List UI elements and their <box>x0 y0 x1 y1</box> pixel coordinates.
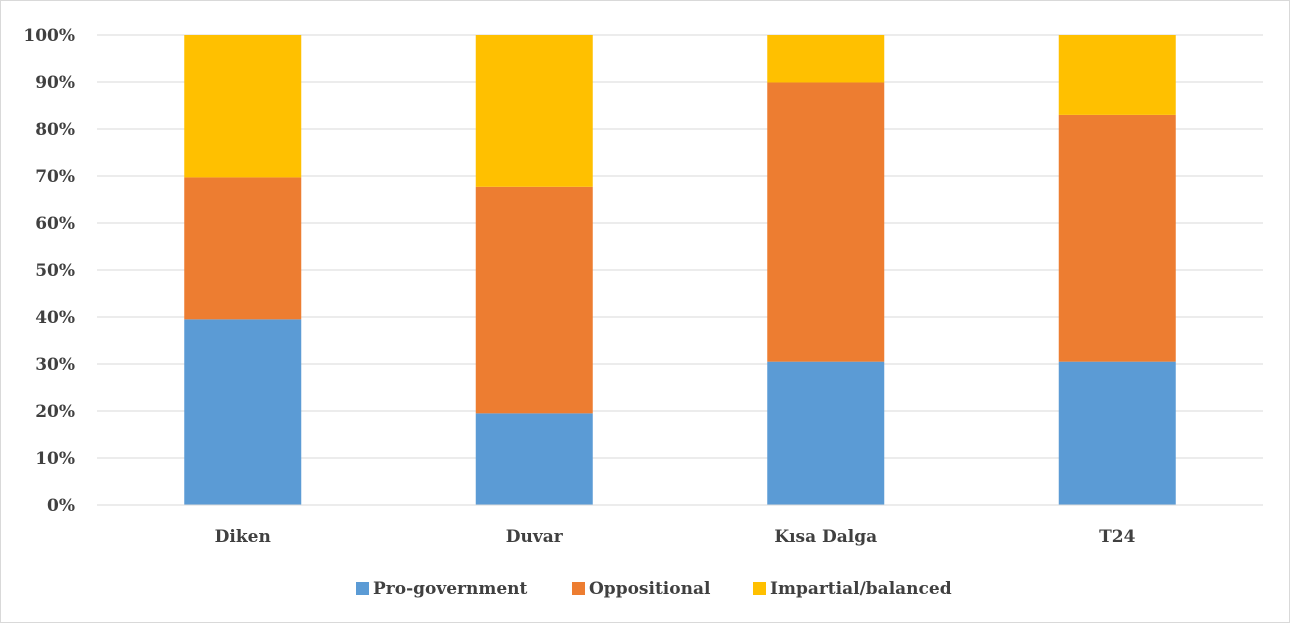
bars <box>184 35 1176 505</box>
y-tick-label: 80% <box>35 120 75 140</box>
y-tick-label: 90% <box>35 73 75 93</box>
y-axis-tick-labels: 0% 10% 20% 30% 40% 50% 60% 70% 80% 90% 100% <box>23 26 75 516</box>
x-axis-category-labels: Diken Duvar Kısa Dalga T24 <box>215 527 1136 547</box>
y-tick-label: 30% <box>35 355 75 375</box>
y-tick-label: 100% <box>23 26 75 46</box>
bar-segment <box>767 361 885 505</box>
bar-segment <box>184 35 302 178</box>
y-tick-label: 50% <box>35 261 75 281</box>
x-category-label: T24 <box>1099 527 1135 547</box>
x-category-label: Duvar <box>506 527 564 547</box>
y-tick-label: 10% <box>35 449 75 469</box>
bar-segment <box>1058 361 1176 505</box>
bar-segment <box>475 413 593 505</box>
bar-segment <box>475 35 593 187</box>
legend-label: Pro-government <box>373 579 528 599</box>
legend-swatch <box>572 582 585 595</box>
bar-segment <box>184 177 302 320</box>
x-category-label: Diken <box>215 527 271 547</box>
y-tick-label: 20% <box>35 402 75 422</box>
bar-segment <box>1058 114 1176 362</box>
legend-swatch <box>753 582 766 595</box>
bar-segment <box>1058 35 1176 115</box>
bar-segment <box>767 35 885 83</box>
y-tick-label: 70% <box>35 167 75 187</box>
bar-segment <box>475 186 593 414</box>
legend-label: Oppositional <box>589 579 711 599</box>
y-tick-label: 0% <box>47 496 75 516</box>
bar-segment <box>767 82 885 362</box>
x-category-label: Kısa Dalga <box>774 527 877 547</box>
bar-segment <box>184 319 302 505</box>
y-tick-label: 60% <box>35 214 75 234</box>
legend-swatch <box>356 582 369 595</box>
legend: Pro-government Oppositional Impartial/bala… <box>356 579 952 599</box>
y-tick-label: 40% <box>35 308 75 328</box>
legend-label: Impartial/balanced <box>770 579 952 599</box>
